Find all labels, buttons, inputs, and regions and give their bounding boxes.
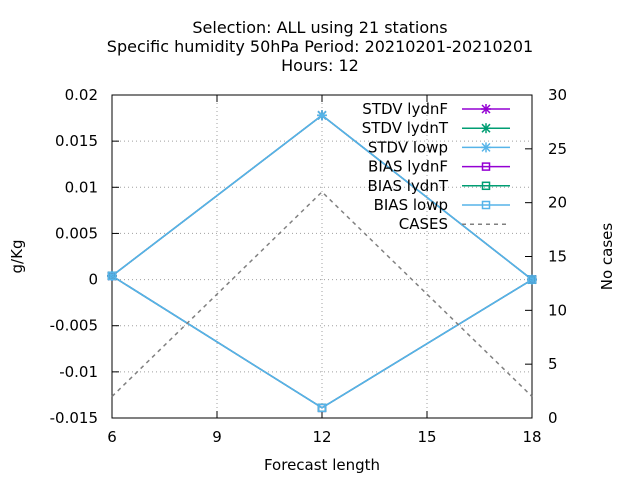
legend-label: STDV lydnF [362,100,448,118]
y-tick-label: 0.015 [55,132,98,150]
y-tick-label: 0.02 [65,86,98,104]
y2-tick-label: 5 [548,355,558,373]
data-point [107,271,117,281]
legend-item: BIAS lydnF [368,158,510,176]
data-point [317,110,327,121]
square-marker [107,271,117,281]
x-tick-label: 15 [417,428,436,446]
x-axis-label: Forecast length [264,456,380,474]
series-bias-lydnf [107,271,537,413]
series-bias-lowp [107,271,537,413]
grid [112,95,532,418]
y2-tick-label: 15 [548,248,567,266]
axis-ticks: 6 9 12 15 18 0.02 0.015 0.01 0.005 0 -0.005 -0.01 -0… [50,86,567,446]
legend-label: BIAS lydnF [368,158,448,176]
square-marker [481,181,491,191]
legend-item: CASES [399,215,510,233]
legend-label: BIAS lowp [374,196,448,214]
series-stdv-lydnf [107,110,537,285]
y2-tick-label: 30 [548,86,567,104]
y-tick-label: 0.005 [55,224,98,242]
data-point [317,403,327,413]
legend-label: BIAS lydnT [367,177,448,195]
x-tick-label: 6 [107,428,117,446]
legend-item: STDV lydnT [362,119,510,137]
legend-label: STDV lowp [368,138,448,156]
series-stdv-lowp [107,110,537,285]
chart-title-line: Hours: 12 [281,56,359,75]
chart-title: Selection: ALL using 21 stationsSpecific… [107,18,533,75]
y-axis-label: g/Kg [8,240,26,274]
y-tick-label: -0.01 [59,363,98,381]
legend-label: CASES [399,215,448,233]
x-tick-label: 12 [312,428,331,446]
data-point [527,275,537,284]
square-marker [317,403,327,413]
y-tick-label: 0 [88,271,98,289]
x-tick-label: 18 [522,428,541,446]
series-stdv-lydnt [107,110,537,285]
y2-axis-label: No cases [598,223,616,291]
legend-item: BIAS lowp [374,196,510,214]
legend-item: STDV lowp [368,138,510,156]
y2-tick-label: 20 [548,194,567,212]
series-line [111,190,533,398]
square-marker [527,275,537,284]
square-marker [481,200,491,210]
y2-tick-label: 10 [548,301,567,319]
y-tick-label: -0.015 [50,409,98,427]
y-tick-label: -0.005 [50,317,98,335]
series-line [111,275,533,409]
series-cases [111,190,533,398]
y-tick-label: 0.01 [65,178,98,196]
legend-item: BIAS lydnT [367,177,510,195]
legend-label: STDV lydnT [362,119,449,137]
legend-item: STDV lydnF [362,100,510,118]
y2-tick-label: 25 [548,140,567,158]
square-marker [481,162,491,171]
y2-tick-label: 0 [548,409,558,427]
x-tick-label: 9 [212,428,222,446]
chart-title-line: Specific humidity 50hPa Period: 20210201… [107,37,533,56]
chart-title-line: Selection: ALL using 21 stations [192,18,447,37]
series-bias-lydnt [107,271,537,413]
